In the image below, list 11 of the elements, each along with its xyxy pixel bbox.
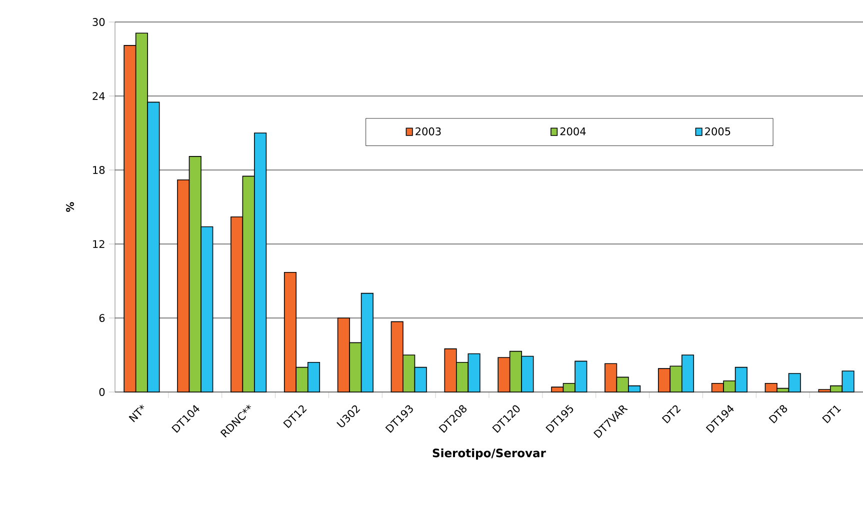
y-tick-label: 18 (93, 166, 105, 174)
y-tick-label: 24 (92, 92, 105, 100)
y-tick-label: 0 (99, 388, 105, 396)
y-tick-label: 30 (92, 18, 105, 26)
y-axis-title: % (66, 202, 74, 212)
legend-label: 2005 (705, 127, 730, 136)
legend-label: 2003 (416, 127, 441, 136)
x-axis-title: Sierotipo/Serovar (432, 448, 546, 460)
y-tick-label: 12 (93, 240, 104, 248)
y-tick-label: 6 (99, 314, 105, 322)
legend-label: 2004 (560, 127, 586, 136)
